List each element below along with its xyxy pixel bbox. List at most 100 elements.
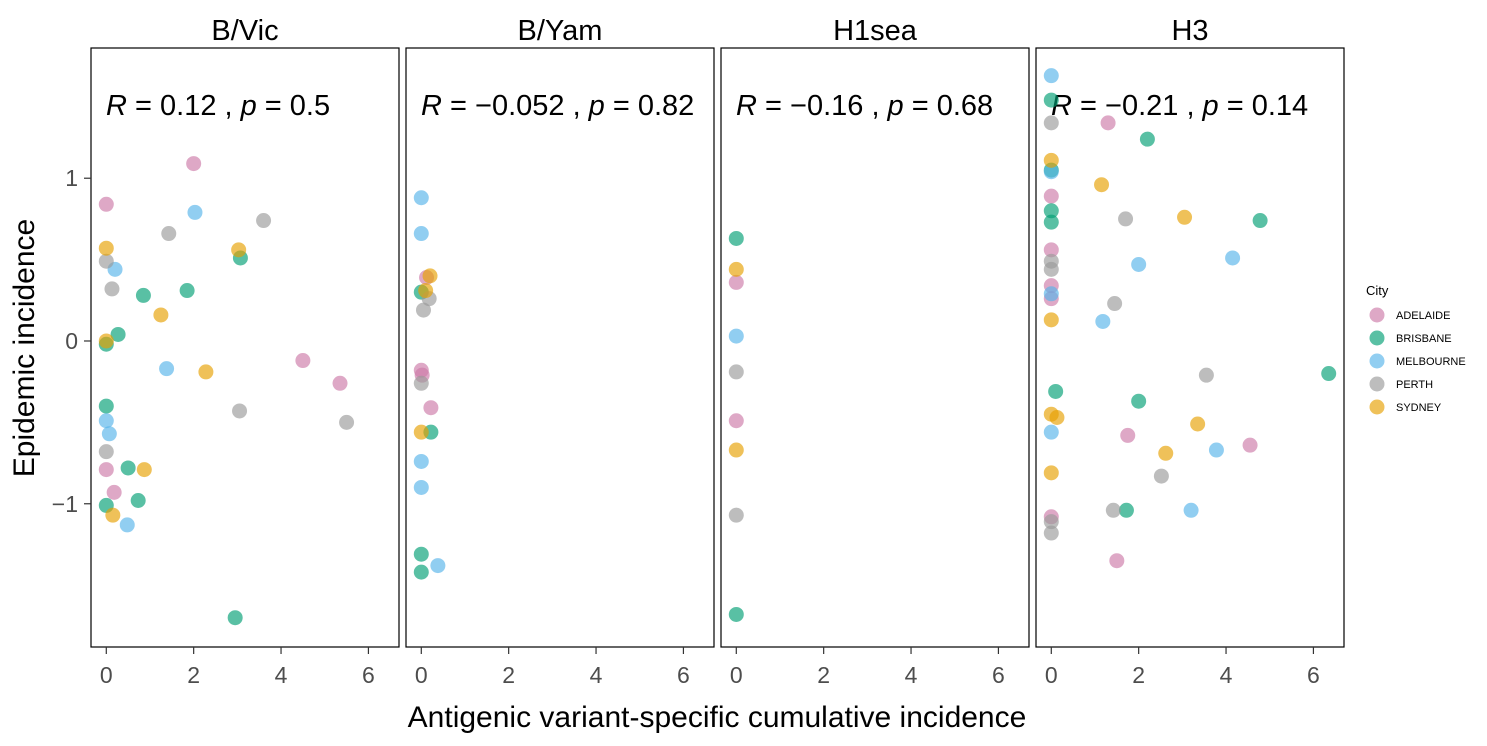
point-melbourne: [728, 328, 744, 344]
x-tick-label: 2: [502, 662, 515, 688]
legend-label: ADELAIDE: [1396, 310, 1450, 322]
panel-frame: [1035, 47, 1345, 648]
point-brisbane: [413, 564, 429, 580]
legend-swatch: [1369, 376, 1385, 392]
point-sydney: [1043, 312, 1059, 328]
point-melbourne: [1043, 68, 1059, 84]
legend-swatch: [1369, 307, 1385, 323]
point-perth: [1043, 261, 1059, 277]
point-melbourne: [413, 479, 429, 495]
point-melbourne: [159, 361, 175, 377]
point-melbourne: [1208, 442, 1224, 458]
point-melbourne: [187, 204, 203, 220]
point-adelaide: [1242, 437, 1258, 453]
legend-label: PERTH: [1396, 379, 1433, 391]
point-sydney: [1043, 465, 1059, 481]
legend-item-sydney: SYDNEY: [1369, 399, 1442, 415]
legend-item-perth: PERTH: [1369, 376, 1433, 392]
point-sydney: [1094, 177, 1110, 193]
stat-r-value: = −0.16 ,: [757, 90, 880, 122]
point-brisbane: [130, 493, 146, 509]
point-melbourne: [1183, 502, 1199, 518]
point-adelaide: [1043, 242, 1059, 258]
point-brisbane: [1043, 214, 1059, 230]
point-melbourne: [101, 426, 117, 442]
x-tick-label: 6: [992, 662, 1005, 688]
point-brisbane: [1321, 366, 1337, 382]
point-sydney: [105, 507, 121, 523]
point-perth: [728, 507, 744, 523]
point-melbourne: [430, 558, 446, 574]
point-perth: [413, 375, 429, 391]
x-tick-label: 0: [730, 662, 743, 688]
stat-p-label: p: [233, 90, 257, 122]
legend-label: BRISBANE: [1396, 333, 1452, 345]
stat-p-label: p: [1195, 90, 1219, 122]
legend-title: City: [1366, 283, 1389, 298]
x-tick-label: 2: [187, 662, 200, 688]
point-brisbane: [1118, 502, 1134, 518]
panel-title: B/Yam: [518, 15, 603, 47]
point-sydney: [98, 333, 114, 349]
point-perth: [232, 403, 248, 419]
y-tick-label: −1: [52, 491, 78, 517]
point-melbourne: [413, 190, 429, 206]
point-adelaide: [98, 462, 114, 478]
stat-p-label: p: [581, 90, 605, 122]
stat-r-value: = −0.052 ,: [442, 90, 581, 122]
panel-h3: H3 R = −0.21 , p = 0.14 0 2 4 6: [1035, 15, 1345, 688]
stat-r-value: = 0.12 ,: [127, 90, 233, 122]
legend-items: ADELAIDE BRISBANE MELBOURNE PERTH SYDNEY: [1369, 307, 1466, 415]
panel-frame: [405, 47, 715, 648]
legend-swatch: [1369, 330, 1385, 346]
point-perth: [1105, 502, 1121, 518]
point-melbourne: [1043, 286, 1059, 302]
point-adelaide: [186, 156, 202, 172]
point-sydney: [1043, 152, 1059, 168]
point-perth: [104, 281, 120, 297]
point-sydney: [153, 307, 169, 323]
y-tick-label: 0: [65, 328, 78, 354]
stat-p-value: = 0.68: [904, 90, 994, 122]
x-axis-title: Antigenic variant-specific cumulative in…: [408, 701, 1027, 734]
point-melbourne: [1225, 250, 1241, 266]
panel-title: H3: [1171, 15, 1208, 47]
legend-item-brisbane: BRISBANE: [1369, 330, 1452, 346]
stat-r-label: R: [736, 90, 757, 122]
x-tick-label: 0: [415, 662, 428, 688]
y-axis-title: Epidemic incidence: [8, 219, 41, 477]
panel-title: B/Vic: [211, 15, 278, 47]
stat-p-value: = 0.5: [257, 90, 330, 122]
y-tick-label: 1: [65, 165, 78, 191]
point-melbourne: [1095, 313, 1111, 329]
point-sydney: [422, 268, 438, 284]
stat-p-value: = 0.82: [605, 90, 695, 122]
point-perth: [728, 364, 744, 380]
point-sydney: [1049, 409, 1065, 425]
x-tick-label: 2: [1132, 662, 1145, 688]
stat-p-label: p: [880, 90, 904, 122]
panel-h1sea: H1sea R = −0.16 , p = 0.68 0 2 4 6: [720, 15, 1030, 688]
panel-title: H1sea: [833, 15, 918, 47]
point-melbourne: [98, 413, 114, 429]
point-adelaide: [332, 375, 348, 391]
legend-swatch: [1369, 399, 1385, 415]
point-sydney: [413, 424, 429, 440]
point-brisbane: [110, 326, 126, 342]
point-perth: [98, 444, 114, 460]
point-brisbane: [1131, 393, 1147, 409]
x-tick-label: 4: [275, 662, 288, 688]
point-sydney: [728, 442, 744, 458]
legend: City ADELAIDE BRISBANE MELBOURNE PERTH SYDNE…: [1366, 283, 1466, 415]
point-brisbane: [1139, 131, 1155, 147]
stat-r-value: = −0.21 ,: [1072, 90, 1195, 122]
point-adelaide: [423, 400, 439, 416]
point-perth: [256, 213, 272, 229]
point-adelaide: [1109, 553, 1125, 569]
panels-layer: B/Vic R = 0.12 , p = 0.5 0 2 4 6 B/Yam R = −0.0…: [52, 15, 1345, 688]
point-sydney: [1177, 209, 1193, 225]
legend-label: MELBOURNE: [1396, 356, 1466, 368]
x-tick-label: 0: [100, 662, 113, 688]
point-adelaide: [728, 274, 744, 290]
